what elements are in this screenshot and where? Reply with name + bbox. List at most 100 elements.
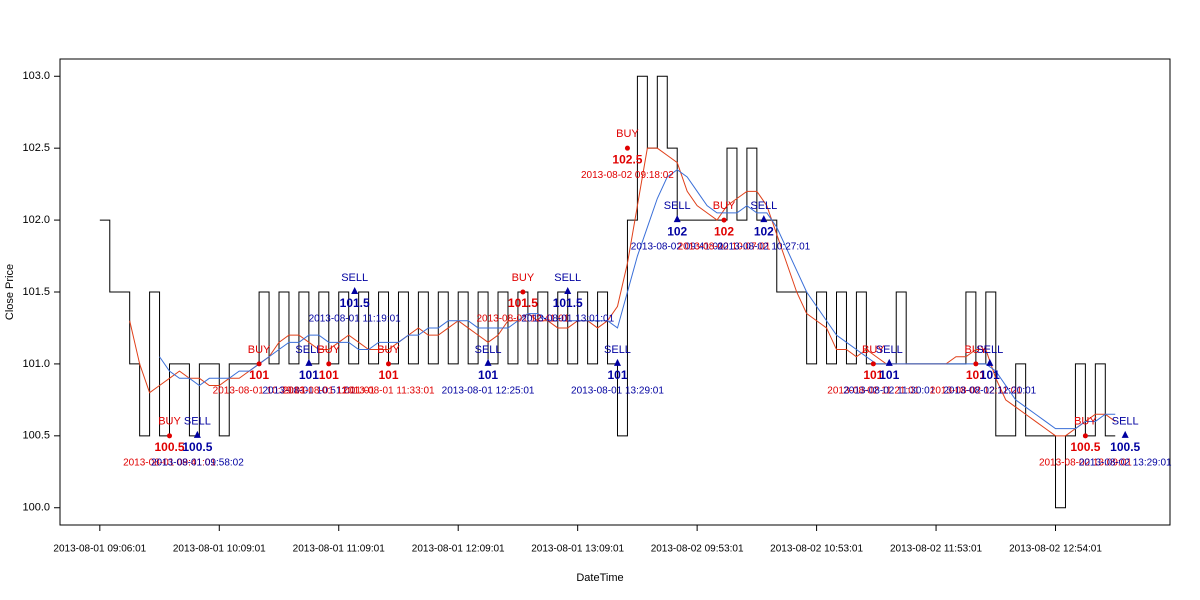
buy-marker xyxy=(624,145,630,151)
signal-time: 2013-08-02 12:11:01 xyxy=(930,386,1023,397)
signal-price: 101 xyxy=(607,368,627,382)
signal-time: 2013-08-01 11:33:01 xyxy=(342,386,435,397)
y-tick-label: 101.0 xyxy=(22,358,50,370)
signal-time: 2013-08-02 13:09:01 xyxy=(1039,457,1132,468)
signal-type: BUY xyxy=(713,200,736,212)
signal-price: 101.5 xyxy=(340,296,370,310)
sell-marker xyxy=(1121,430,1129,438)
x-axis-label: DateTime xyxy=(576,572,623,584)
buy-marker xyxy=(520,289,526,295)
signal-time: 2013-08-01 13:01:01 xyxy=(521,314,614,325)
y-tick-label: 103.0 xyxy=(22,70,50,82)
signal-type: SELL xyxy=(604,344,631,356)
buy-marker xyxy=(870,361,876,367)
signal-time: 2013-08-02 09:18:02 xyxy=(581,170,674,181)
sell-marker xyxy=(351,287,359,294)
price-line xyxy=(129,147,1116,437)
signal-type: BUY xyxy=(317,344,340,356)
signal-price: 101 xyxy=(966,368,986,382)
signal-time: 2013-08-01 10:29:01 xyxy=(213,386,306,397)
signal-price: 101 xyxy=(478,368,498,382)
x-tick-label: 2013-08-02 11:53:01 xyxy=(890,544,983,555)
sell-marker xyxy=(885,358,893,366)
sell-marker xyxy=(760,215,768,223)
sell-marker xyxy=(613,358,621,366)
signal-type: BUY xyxy=(248,344,271,356)
y-tick-label: 100.0 xyxy=(22,502,50,514)
signal-price: 101 xyxy=(319,368,339,382)
signal-time: 2013-08-02 10:27:01 xyxy=(717,242,810,253)
signal-type: SELL xyxy=(295,344,322,356)
y-tick-label: 101.5 xyxy=(22,286,50,298)
signal-price: 101 xyxy=(863,368,883,382)
y-tick-label: 100.5 xyxy=(22,430,50,442)
x-tick-label: 2013-08-01 11:09:01 xyxy=(293,544,386,555)
buy-marker xyxy=(326,361,332,367)
price-line xyxy=(99,75,1116,509)
signal-time: 2013-08-01 09:41:01 xyxy=(123,457,216,468)
signal-time: 2013-08-01 11:01:01 xyxy=(283,386,376,397)
signal-price: 100.5 xyxy=(182,440,212,454)
x-tick-label: 2013-08-01 10:09:01 xyxy=(173,544,266,555)
x-tick-label: 2013-08-01 09:06:01 xyxy=(53,544,146,555)
sell-marker xyxy=(986,358,994,366)
x-tick-label: 2013-08-01 12:09:01 xyxy=(412,544,505,555)
signal-type: SELL xyxy=(1112,416,1139,428)
signal-price: 100.5 xyxy=(154,440,184,454)
plot-frame xyxy=(59,58,1171,526)
signal-type: BUY xyxy=(512,272,535,284)
buy-marker xyxy=(1082,433,1088,439)
signal-price: 101.5 xyxy=(553,296,583,310)
x-tick-label: 2013-08-02 10:53:01 xyxy=(770,544,863,555)
sell-marker xyxy=(484,358,492,366)
signal-type: SELL xyxy=(876,344,903,356)
signal-type: SELL xyxy=(184,416,211,428)
signal-type: SELL xyxy=(341,272,368,284)
signal-type: BUY xyxy=(377,344,400,356)
signal-type: BUY xyxy=(1074,416,1097,428)
signal-type: SELL xyxy=(750,200,777,212)
signal-time: 2013-08-02 10:07:01 xyxy=(678,242,771,253)
signal-price: 100.5 xyxy=(1070,440,1100,454)
signal-price: 102.5 xyxy=(612,152,642,166)
price-line xyxy=(159,169,1116,430)
signal-time: 2013-08-01 10:51:01 xyxy=(262,386,355,397)
signal-price: 101 xyxy=(379,368,399,382)
signal-type: SELL xyxy=(976,344,1003,356)
signal-price: 102 xyxy=(754,224,774,238)
signal-time: 2013-08-01 13:29:01 xyxy=(571,386,664,397)
signal-time: 2013-08-02 11:30:01 xyxy=(843,386,936,397)
signal-price: 100.5 xyxy=(1110,440,1140,454)
y-axis-label: Close Price xyxy=(4,264,16,320)
signal-type: BUY xyxy=(862,344,885,356)
signal-type: BUY xyxy=(616,128,639,140)
signal-type: SELL xyxy=(664,200,691,212)
signal-time: 2013-08-02 12:20:01 xyxy=(943,386,1036,397)
signal-type: SELL xyxy=(554,272,581,284)
buy-marker xyxy=(256,361,262,367)
x-tick-label: 2013-08-02 12:54:01 xyxy=(1009,544,1102,555)
signal-time: 2013-08-02 11:21:01 xyxy=(827,386,920,397)
signal-price: 101 xyxy=(249,368,269,382)
sell-marker xyxy=(673,215,681,223)
sell-marker xyxy=(305,358,313,366)
signal-price: 102 xyxy=(714,224,734,238)
signal-time: 2013-08-01 12:25:01 xyxy=(442,386,535,397)
signal-time: 2013-08-02 09:41:01 xyxy=(631,242,724,253)
x-tick-label: 2013-08-02 09:53:01 xyxy=(651,544,744,555)
signal-time: 2013-08-01 11:19:01 xyxy=(309,314,402,325)
buy-marker xyxy=(721,217,727,223)
signal-price: 101 xyxy=(980,368,1000,382)
y-tick-label: 102.0 xyxy=(22,214,50,226)
signal-price: 101 xyxy=(879,368,899,382)
x-tick-label: 2013-08-01 13:09:01 xyxy=(531,544,624,555)
signal-type: BUY xyxy=(158,416,181,428)
signal-price: 102 xyxy=(667,224,687,238)
sell-marker xyxy=(193,430,201,438)
signal-time: 2013-08-01 09:58:02 xyxy=(151,457,244,468)
signal-time: 2013-08-01 12:41:01 xyxy=(476,314,569,325)
signal-time: 2013-08-02 13:29:01 xyxy=(1079,457,1172,468)
y-tick-label: 102.5 xyxy=(22,142,50,154)
signal-type: SELL xyxy=(475,344,502,356)
